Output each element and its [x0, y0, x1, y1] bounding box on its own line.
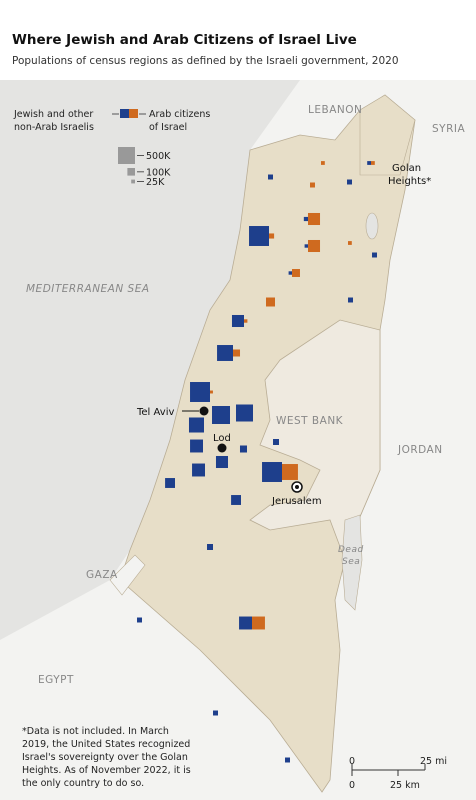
footnote: *Data is not included. In March 2019, the… [22, 726, 191, 789]
arab-population [233, 349, 241, 357]
size-legend-label: 25K [146, 177, 165, 188]
jewish-population [239, 616, 252, 630]
region-label: WEST BANK [276, 415, 344, 427]
arab-population [321, 161, 325, 165]
jewish-population [231, 495, 241, 505]
arab-population [310, 182, 315, 188]
legend-arab-label: of Israel [149, 122, 187, 133]
jewish-population [236, 404, 253, 422]
jewish-population [165, 478, 175, 488]
arab-population [308, 239, 321, 253]
jewish-population [192, 463, 205, 477]
legend-arab-label: Arab citizens [149, 109, 210, 120]
jewish-population [137, 617, 142, 623]
arab-population [371, 161, 375, 165]
scale-label: 0 [349, 780, 355, 791]
jewish-population [188, 417, 204, 433]
city-label: Lod [213, 433, 231, 444]
sea-label: Dead [338, 545, 364, 555]
scale-label: 25 mi [420, 756, 447, 767]
arab-population [269, 233, 275, 239]
arab-population [244, 319, 248, 323]
jewish-population [212, 406, 230, 424]
sea-label: MEDITERRANEAN SEA [26, 283, 150, 295]
jewish-population [288, 271, 292, 275]
city-dot [217, 443, 227, 453]
west-bank [249, 319, 381, 562]
jewish-population [273, 439, 279, 445]
jewish-population [190, 439, 203, 453]
jewish-population [262, 462, 282, 482]
arab-population [210, 390, 213, 394]
arab-population [266, 297, 275, 307]
arab-population [282, 464, 298, 480]
scale-label: 25 km [390, 780, 420, 791]
jewish-population [231, 314, 244, 328]
subtitle: Populations of census regions as defined… [12, 55, 399, 67]
country-label: EGYPT [38, 674, 74, 686]
footnote-line: *Data is not included. In March [22, 726, 169, 737]
arab-population [252, 616, 265, 630]
size-legend-square [127, 168, 135, 176]
country-label: SYRIA [432, 123, 465, 135]
size-legend-label: 100K [146, 167, 171, 178]
golan [359, 94, 416, 176]
jewish-population [215, 455, 228, 469]
arab-population [292, 269, 300, 277]
city-dot [199, 406, 209, 416]
jewish-population [304, 244, 308, 248]
country-label: JORDAN [397, 444, 443, 456]
jewish-population [249, 226, 269, 246]
region-label: Golan [392, 163, 421, 174]
jewish-population [239, 445, 247, 453]
gaza [109, 554, 146, 596]
jewish-population [285, 757, 290, 763]
sea [0, 80, 300, 640]
footnote-line: Israel's sovereignty over the Golan [22, 752, 188, 763]
footnote-line: Heights. As of November 2022, it is [22, 765, 191, 776]
region-label: GAZA [86, 569, 118, 581]
sea-of-galilee [365, 212, 379, 240]
country-label: LEBANON [308, 104, 362, 116]
capital-marker [295, 485, 299, 489]
city-label: Tel Aviv [136, 407, 174, 418]
jewish-population [213, 710, 218, 716]
legend-jewish-label: non-Arab Israelis [14, 122, 94, 133]
size-legend-square [131, 179, 135, 184]
jewish-population [367, 161, 371, 165]
jewish-population [207, 544, 213, 550]
legend-arab-swatch [129, 109, 138, 118]
city-label: Jerusalem [271, 496, 322, 507]
footnote-line: 2019, the United States recognized [22, 739, 190, 750]
dead-sea [341, 514, 363, 611]
scale-label: 0 [349, 756, 355, 767]
legend-jewish-swatch [120, 109, 129, 118]
arab-population [348, 241, 352, 245]
jewish-population [303, 216, 308, 222]
arab-population [308, 212, 321, 226]
jewish-population [347, 179, 352, 185]
jewish-population [348, 297, 353, 303]
size-legend-label: 500K [146, 151, 171, 162]
footnote-line: the only country to do so. [22, 778, 144, 789]
jewish-population [268, 174, 273, 180]
jewish-population [217, 345, 233, 361]
jewish-population [372, 252, 377, 258]
size-legend-square [118, 147, 135, 164]
region-label: Heights* [388, 176, 431, 187]
sea-label: Sea [342, 557, 360, 567]
title: Where Jewish and Arab Citizens of Israel… [12, 32, 357, 48]
jewish-population [190, 382, 210, 402]
legend-jewish-label: Jewish and other [13, 109, 93, 120]
